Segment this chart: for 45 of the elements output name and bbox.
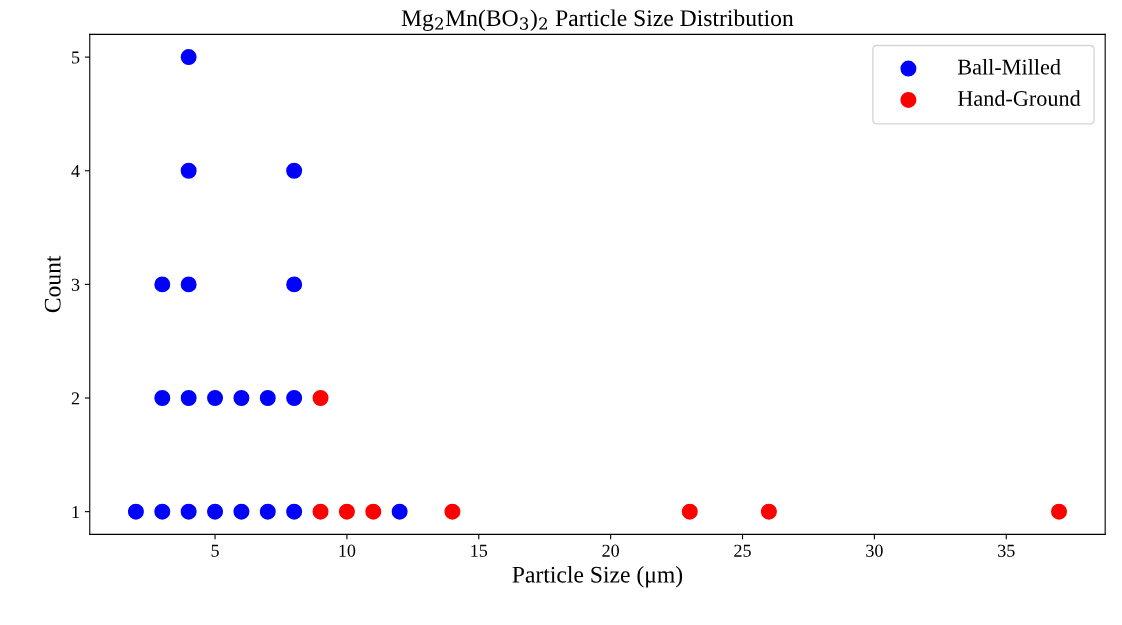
point — [259, 503, 276, 520]
x-tick-label: 5 — [211, 544, 219, 557]
point — [391, 503, 408, 520]
point — [760, 503, 777, 520]
point — [338, 503, 355, 520]
y-tick-label: 2 — [71, 392, 80, 405]
y-tick-label: 1 — [72, 505, 79, 518]
point — [365, 503, 382, 520]
point — [180, 49, 197, 66]
point — [233, 503, 250, 520]
point — [286, 390, 303, 406]
point — [286, 162, 303, 179]
legend-label: Hand-Ground — [957, 90, 1081, 106]
point — [444, 503, 461, 520]
point — [1051, 503, 1067, 520]
point — [681, 503, 698, 520]
point — [207, 503, 224, 520]
point — [233, 390, 250, 406]
x-tick-label: 10 — [339, 544, 356, 557]
point — [312, 503, 329, 520]
point — [127, 503, 144, 520]
point — [312, 390, 329, 406]
x-tick-label: 20 — [602, 544, 619, 557]
point — [154, 276, 171, 293]
point — [207, 390, 224, 406]
point — [180, 390, 197, 406]
y-tick-label: 4 — [71, 165, 80, 177]
point — [154, 503, 171, 520]
point — [180, 503, 197, 520]
point — [286, 503, 303, 520]
chart-title: Mg$_{2}$Mn(BO$_{3}$)$_{2}$ Particle Size Distribution — [401, 9, 794, 31]
x-tick-label: 15 — [471, 544, 488, 557]
point — [259, 390, 276, 406]
point — [286, 276, 303, 293]
x-tick-label: 25 — [734, 544, 751, 557]
point — [180, 276, 197, 293]
point — [180, 162, 197, 179]
x-tick-label: 30 — [866, 544, 883, 557]
point — [154, 390, 171, 406]
x-axis-title: Particle Size (μm) — [512, 566, 683, 588]
y-tick-label: 3 — [71, 278, 80, 291]
legend-label: Ball-Milled — [957, 58, 1061, 75]
y-axis-title: Count — [44, 255, 61, 313]
y-tick-label: 5 — [72, 51, 80, 64]
x-tick-label: 35 — [998, 544, 1015, 557]
